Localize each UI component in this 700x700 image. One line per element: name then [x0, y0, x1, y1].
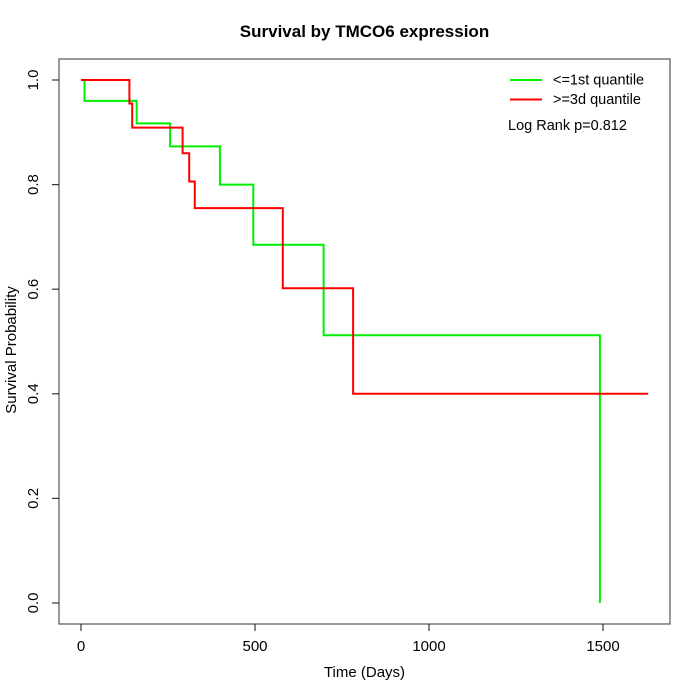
logrank-annotation: Log Rank p=0.812 [508, 118, 627, 134]
survival-curve [81, 79, 601, 603]
legend: <=1st quantile >=3d quantile [510, 73, 644, 108]
survival-curves [81, 79, 649, 603]
y-tick-label: 0.0 [25, 593, 42, 614]
plot-border [58, 58, 671, 625]
chart-title: Survival by TMCO6 expression [240, 22, 489, 41]
x-axis-ticks: 0 500 1000 1500 [77, 624, 620, 655]
y-tick-label: 0.8 [25, 174, 42, 195]
survival-curve [81, 79, 649, 395]
y-axis-ticks: 0.0 0.2 0.4 0.6 0.8 1.0 [25, 70, 59, 614]
legend-label: >=3d quantile [553, 92, 641, 108]
x-axis-title: Time (Days) [324, 664, 405, 681]
y-tick-label: 1.0 [25, 70, 42, 91]
y-tick-label: 0.6 [25, 279, 42, 300]
x-tick-label: 1000 [412, 638, 445, 655]
x-tick-label: 1500 [586, 638, 619, 655]
y-axis-title: Survival Probability [3, 286, 20, 414]
x-tick-label: 0 [77, 638, 85, 655]
y-tick-label: 0.2 [25, 488, 42, 509]
x-tick-label: 500 [242, 638, 267, 655]
y-tick-label: 0.4 [25, 383, 42, 404]
legend-label: <=1st quantile [553, 73, 644, 89]
